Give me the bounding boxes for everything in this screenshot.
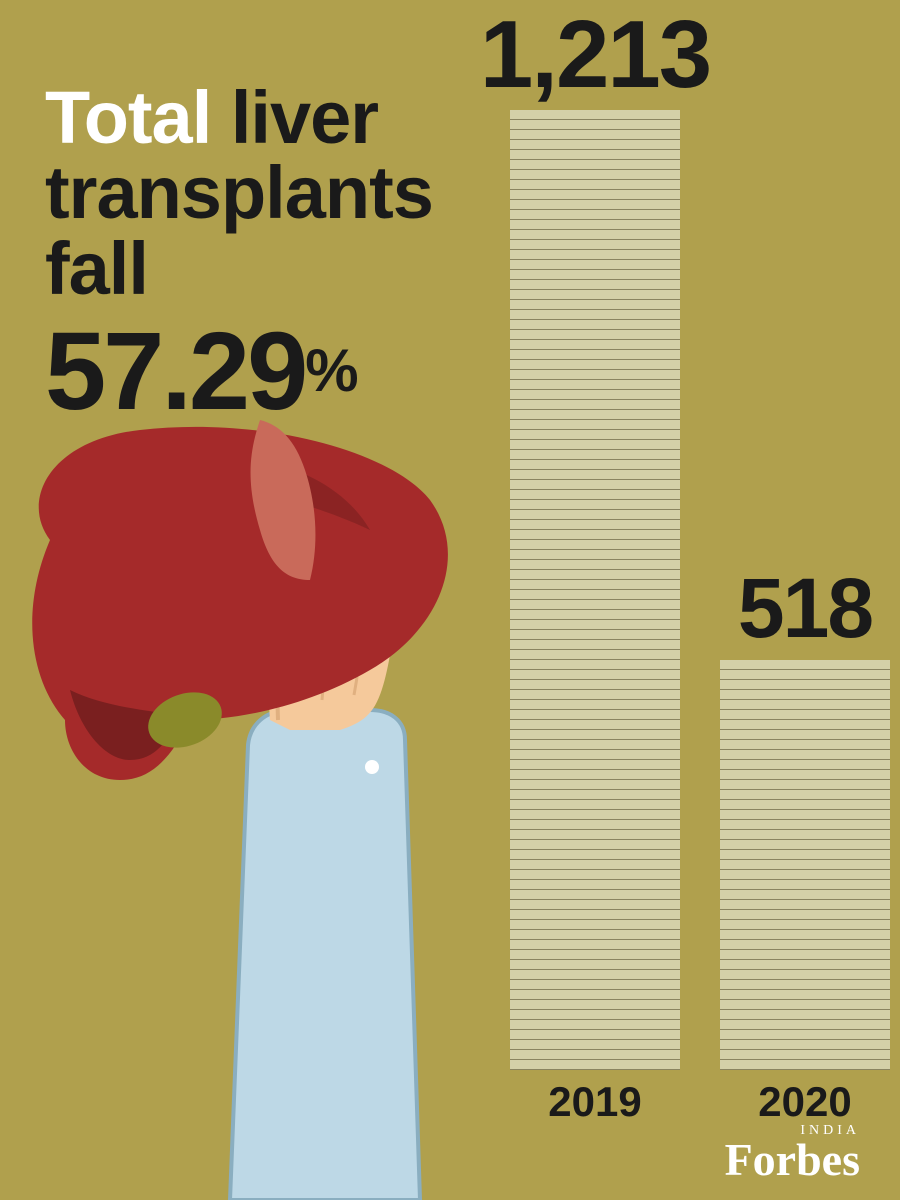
liver-hand-illustration [10, 420, 570, 1200]
title-block: Total liver transplants fall [45, 80, 433, 306]
title-word-total: Total liver [45, 80, 433, 155]
bar-value-label: 518 [738, 560, 872, 657]
percent-fall: 57.29% [45, 308, 359, 435]
bar-value-label: 1,213 [480, 0, 710, 110]
sleeve-button-icon [365, 760, 379, 774]
title-liver-text: liver [231, 76, 378, 159]
bar-2020: 5182020 [720, 660, 890, 1070]
percent-value: 57.29 [45, 310, 305, 433]
title-fall-text: fall [45, 231, 433, 306]
title-total-text: Total [45, 76, 211, 159]
percent-symbol: % [305, 337, 358, 404]
title-transplants-text: transplants [45, 155, 433, 230]
bar-fill [720, 660, 890, 1070]
infographic-canvas: Total liver transplants fall 57.29% 1,21… [0, 0, 900, 1200]
logo-main-text: Forbes [725, 1139, 860, 1180]
arm-sleeve [230, 710, 420, 1200]
bar-year-label: 2020 [758, 1078, 851, 1126]
forbes-india-logo: INDIA Forbes [725, 1123, 860, 1180]
